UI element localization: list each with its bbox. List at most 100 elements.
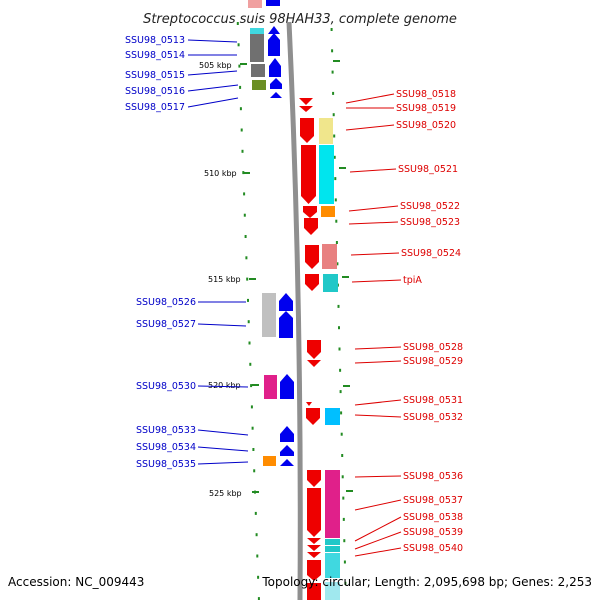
- outer-dot: [331, 70, 334, 74]
- left-gene-labels: SSU98_0513 SSU98_0514 SSU98_0515 SSU98_0…: [125, 35, 196, 470]
- scale-label-515: 515 kbp: [208, 275, 241, 284]
- label-line-0538: [354, 516, 402, 542]
- cds-arrow-0520: [300, 118, 314, 143]
- outer-dot: [256, 554, 259, 558]
- cog-box-0526: [262, 293, 276, 337]
- outer-dot: [340, 432, 343, 436]
- gene-label-0533[interactable]: SSU98_0533: [136, 425, 196, 436]
- scale-tick: [252, 384, 259, 386]
- cog-box-0535: [263, 456, 276, 466]
- gene-label-0530[interactable]: SSU98_0530: [136, 381, 196, 392]
- outer-dot: [250, 384, 253, 388]
- right-label-lines: [345, 93, 402, 557]
- gene-label-0517[interactable]: SSU98_0517: [125, 102, 185, 113]
- scale-ticks: [240, 63, 259, 493]
- cds-arrow-tpiA: [305, 274, 319, 291]
- gene-label-0516[interactable]: SSU98_0516: [125, 86, 185, 97]
- outer-dot: [334, 177, 337, 181]
- gene-label-0513[interactable]: SSU98_0513: [125, 35, 185, 46]
- outer-dot: [343, 560, 346, 564]
- cog-box-0536: [325, 470, 340, 538]
- outer-dot: [330, 28, 333, 31]
- gene-label-0537[interactable]: SSU98_0537: [403, 495, 463, 506]
- gene-label-0532[interactable]: SSU98_0532: [403, 412, 463, 423]
- outer-dot: [334, 198, 337, 202]
- label-line-0513: [187, 39, 238, 43]
- outer-dot: [245, 256, 248, 260]
- gene-label-0535[interactable]: SSU98_0535: [136, 459, 196, 470]
- scale-tick: [243, 172, 250, 174]
- label-line-0532: [354, 414, 402, 418]
- outer-dot: [243, 213, 246, 217]
- cog-box-tpiA: [323, 274, 338, 292]
- outer-dot: [333, 155, 336, 159]
- cog-box-0520: [319, 118, 333, 144]
- gene-label-0536[interactable]: SSU98_0536: [403, 471, 463, 482]
- outer-dot: [241, 149, 244, 153]
- cds-arrow-0535: [280, 459, 294, 466]
- scale-label-520: 520 kbp: [208, 381, 241, 390]
- gene-label-0524[interactable]: SSU98_0524: [401, 248, 461, 259]
- outer-dot: [340, 411, 343, 415]
- outer-dot: [333, 134, 336, 138]
- outer-dot: [243, 192, 246, 196]
- outer-dot: [239, 85, 242, 89]
- cds-arrow-0539: [307, 545, 321, 551]
- outer-dot: [236, 22, 239, 25]
- gene-label-0521[interactable]: SSU98_0521: [398, 164, 458, 175]
- cds-arrow-0526: [279, 293, 293, 311]
- outer-dot: [237, 43, 240, 47]
- gene-label-0518[interactable]: SSU98_0518: [396, 89, 456, 100]
- genome-summary-text: Topology: circular; Length: 2,095,698 bp…: [261, 575, 592, 589]
- outer-dot: [248, 341, 251, 345]
- cog-box-0542: [325, 582, 340, 600]
- label-line-0522: [348, 205, 399, 212]
- left-label-lines: [187, 39, 249, 465]
- gene-label-tpiA[interactable]: tpiA: [403, 275, 422, 286]
- gene-label-0515[interactable]: SSU98_0515: [125, 70, 185, 81]
- outer-dot: [239, 107, 242, 111]
- gene-label-0520[interactable]: SSU98_0520: [396, 120, 456, 131]
- outer-dot: [344, 581, 347, 585]
- cog-box-pink: [248, 0, 262, 8]
- outer-dot: [253, 469, 256, 473]
- gene-label-0531[interactable]: SSU98_0531: [403, 395, 463, 406]
- outer-dot: [339, 390, 342, 394]
- label-line-0529: [354, 360, 402, 364]
- label-line-0523: [348, 221, 399, 225]
- cog-box-0539: [325, 539, 340, 545]
- outer-dot: [240, 128, 243, 132]
- outer-dot: [244, 235, 247, 238]
- gene-label-0514[interactable]: SSU98_0514: [125, 50, 185, 61]
- gene-label-0539[interactable]: SSU98_0539: [403, 527, 463, 538]
- gene-label-0526[interactable]: SSU98_0526: [136, 297, 196, 308]
- cds-arrow-0530: [280, 374, 294, 399]
- scale-tick-right: [342, 276, 349, 278]
- label-line-0534: [197, 446, 249, 452]
- gene-label-0534[interactable]: SSU98_0534: [136, 442, 196, 453]
- cds-arrow-0518: [299, 98, 313, 105]
- cds-arrow-0541: [307, 560, 321, 581]
- cds-arrow-0522: [303, 206, 317, 218]
- scale-tick: [249, 278, 256, 280]
- cds-arrow-0513: [268, 26, 280, 34]
- gene-label-0538[interactable]: SSU98_0538: [403, 512, 463, 523]
- gene-label-0529[interactable]: SSU98_0529: [403, 356, 463, 367]
- cds-arrow-0517: [270, 92, 282, 98]
- gene-label-0527[interactable]: SSU98_0527: [136, 319, 196, 330]
- gene-label-0528[interactable]: SSU98_0528: [403, 342, 463, 353]
- cds-arrow-0523: [304, 218, 318, 235]
- label-line-0518: [345, 93, 395, 104]
- right-cog-track: [319, 118, 340, 600]
- gene-label-0522[interactable]: SSU98_0522: [400, 201, 460, 212]
- scale-label-505: 505 kbp: [199, 61, 232, 70]
- gene-label-0540[interactable]: SSU98_0540: [403, 543, 463, 554]
- cds-arrow-0524: [305, 245, 319, 269]
- outer-dot: [331, 49, 334, 53]
- outer-dot: [336, 262, 339, 266]
- gene-label-0523[interactable]: SSU98_0523: [400, 217, 460, 228]
- scale-tick-right: [333, 60, 340, 62]
- cog-box-0524: [322, 244, 337, 269]
- gene-label-0519[interactable]: SSU98_0519: [396, 103, 456, 114]
